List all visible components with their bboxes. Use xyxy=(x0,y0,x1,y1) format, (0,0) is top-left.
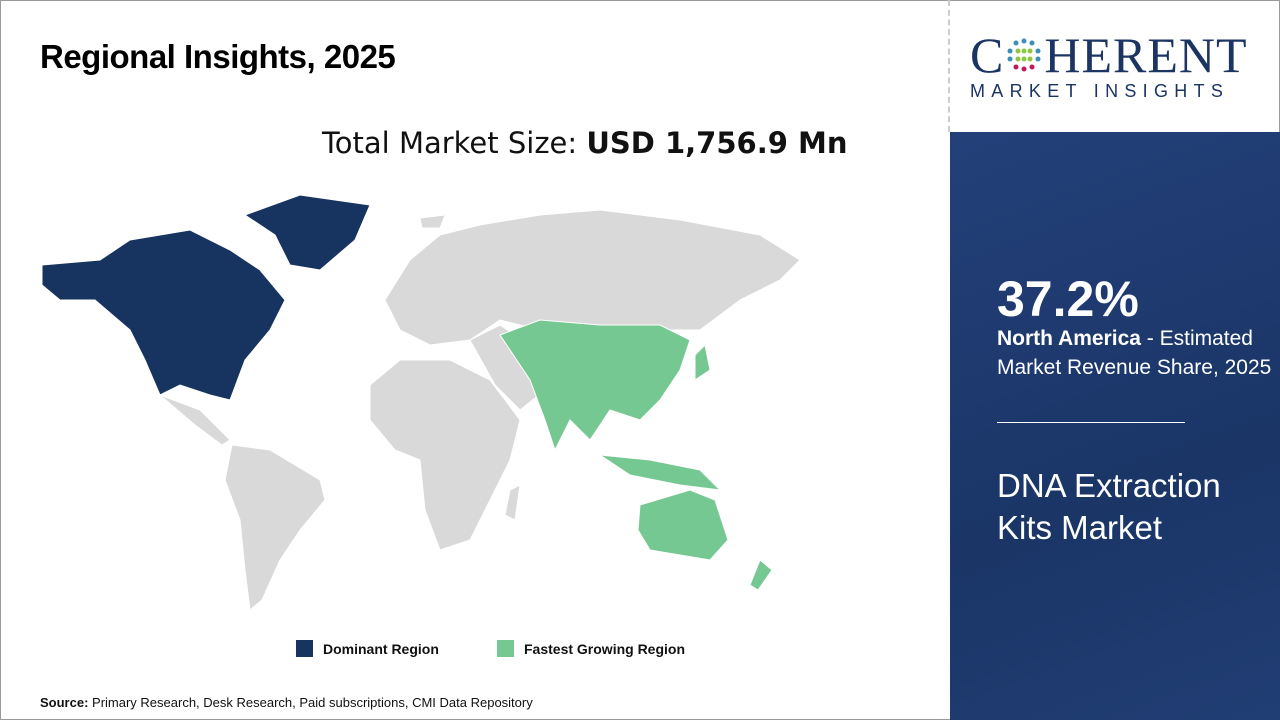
source-note: Source: Primary Research, Desk Research,… xyxy=(40,695,533,710)
map-indonesia xyxy=(599,454,722,491)
legend-dominant: Dominant Region xyxy=(296,640,439,657)
market-name: DNA Extraction Kits Market xyxy=(997,467,1221,546)
map-japan xyxy=(694,343,711,381)
total-label: Total Market Size: xyxy=(322,126,587,160)
divider xyxy=(948,0,950,132)
legend-label: Fastest Growing Region xyxy=(524,640,686,657)
company-logo: C HERENT MARKET INSIGHTS xyxy=(970,27,1248,101)
legend-fastest: Fastest Growing Region xyxy=(497,640,685,657)
page-title: Regional Insights, 2025 xyxy=(40,38,396,75)
map-madagascar xyxy=(504,484,521,521)
map-new-zealand xyxy=(749,559,773,591)
logo-globe-icon xyxy=(1007,38,1041,72)
share-percent: 37.2% xyxy=(997,271,1139,327)
source-label: Source: xyxy=(40,695,89,710)
map-south-america xyxy=(224,444,326,611)
map-north-america xyxy=(41,229,286,401)
total-market-size: Total Market Size: USD 1,756.9 Mn xyxy=(322,126,848,160)
legend-swatch-fastest xyxy=(497,640,514,657)
map-australia xyxy=(637,489,729,561)
world-map xyxy=(41,194,801,611)
map-central-america xyxy=(159,394,231,446)
total-value: USD 1,756.9 Mn xyxy=(586,126,848,160)
legend-label: Dominant Region xyxy=(323,640,439,657)
panel-divider xyxy=(997,422,1185,423)
map-asia-pacific xyxy=(499,319,691,452)
share-description: North America - Estimated Market Revenue… xyxy=(997,327,1272,379)
highlight-panel: 37.2% North America - Estimated Market R… xyxy=(950,132,1280,720)
region-name: North America xyxy=(997,327,1141,350)
map-iceland xyxy=(419,214,446,229)
map-africa xyxy=(369,359,521,551)
map-greenland xyxy=(243,194,371,271)
source-text: Primary Research, Desk Research, Paid su… xyxy=(88,695,533,710)
map-europe-russia xyxy=(384,209,801,346)
legend-swatch-dominant xyxy=(296,640,313,657)
